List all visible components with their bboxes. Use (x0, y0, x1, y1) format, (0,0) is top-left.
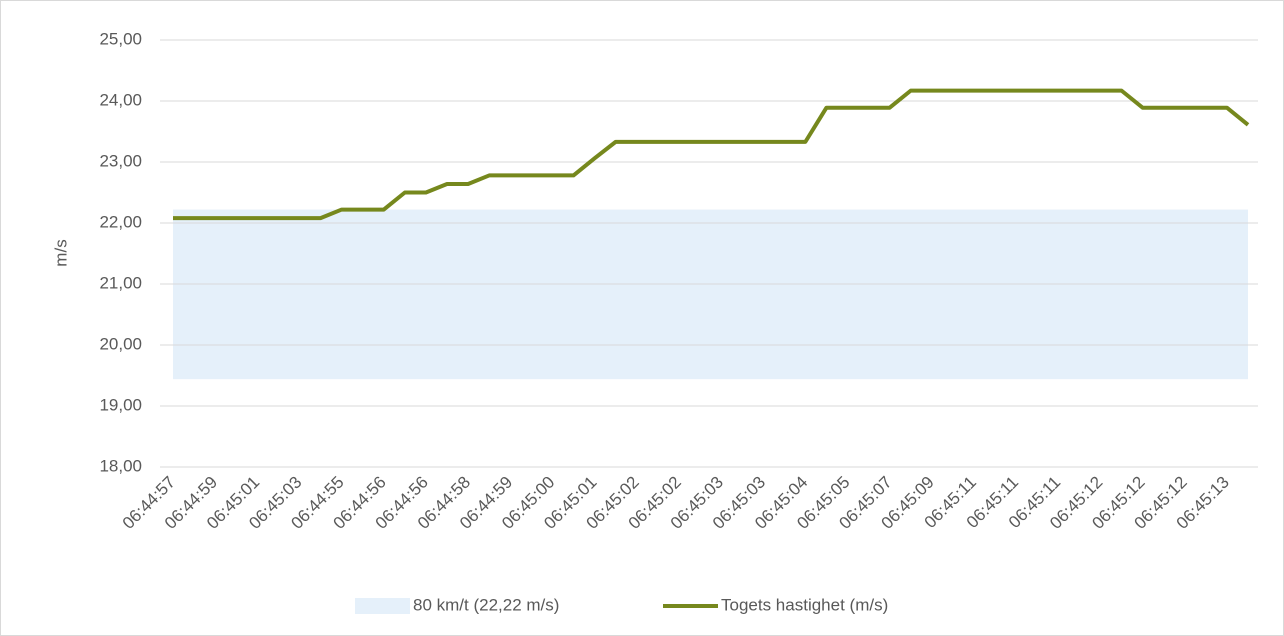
y-axis-label: m/s (51, 239, 70, 266)
speed-line (173, 88, 1250, 221)
y-tick-label: 21,00 (99, 273, 142, 292)
legend-label: Togets hastighet (m/s) (721, 595, 888, 614)
y-tick-label: 20,00 (99, 334, 142, 353)
y-tick-label: 25,00 (99, 29, 142, 48)
legend-swatch (355, 598, 410, 614)
legend-label: 80 km/t (22,22 m/s) (413, 595, 559, 614)
y-tick-label: 24,00 (99, 90, 142, 109)
y-tick-label: 22,00 (99, 212, 142, 231)
y-tick-label: 19,00 (99, 395, 142, 414)
y-tick-label: 18,00 (99, 456, 142, 475)
band-area (173, 209, 1248, 380)
y-tick-label: 23,00 (99, 151, 142, 170)
